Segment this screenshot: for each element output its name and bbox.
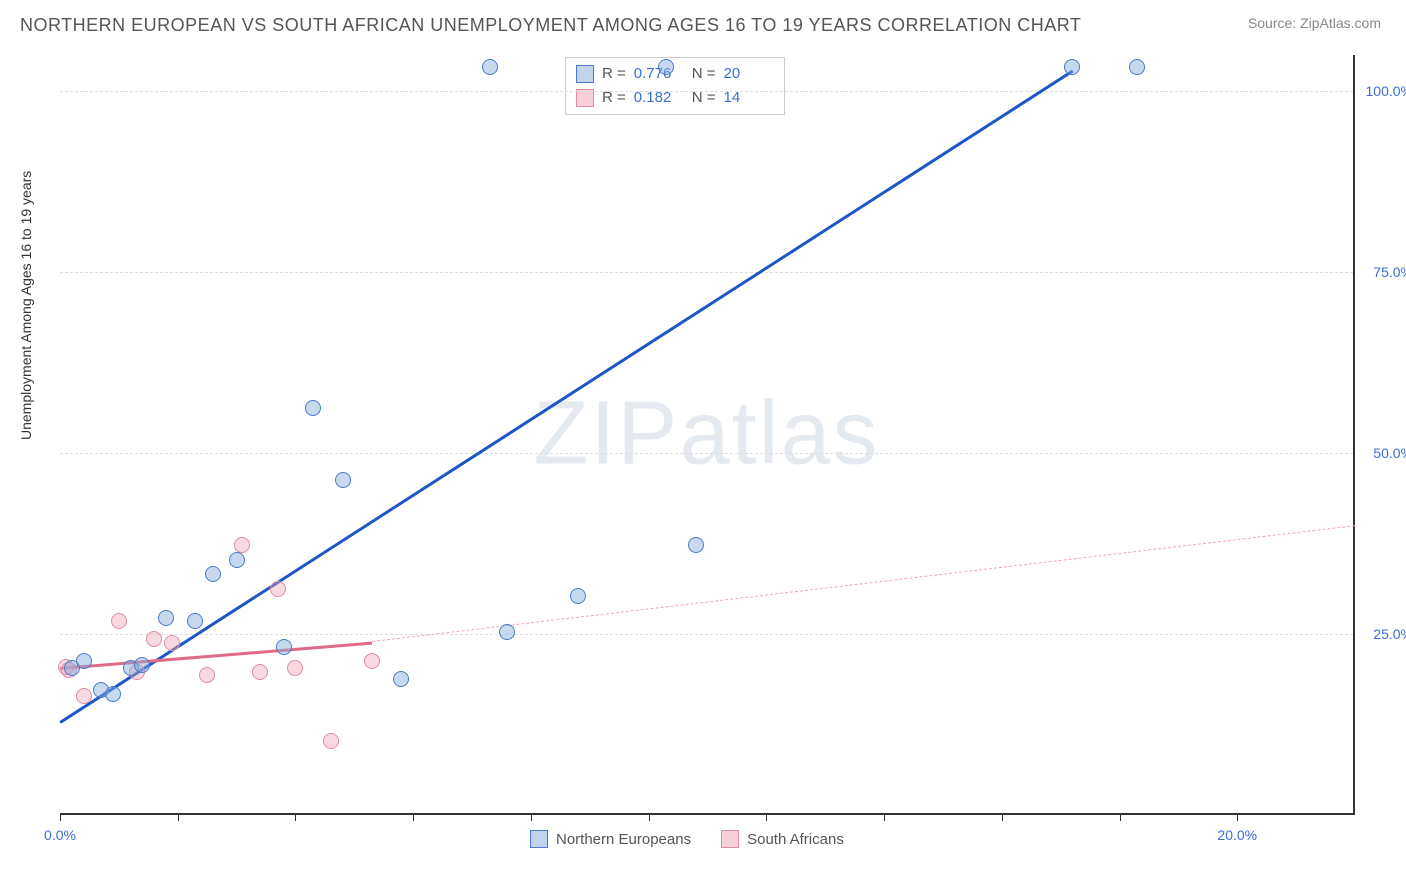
data-point-blue — [482, 59, 498, 75]
stat-r-label-2: R = — [602, 86, 626, 110]
legend-item-blue: Northern Europeans — [530, 830, 691, 848]
swatch-blue-icon — [576, 65, 594, 83]
stat-n-label-2: N = — [692, 86, 716, 110]
data-point-blue — [276, 639, 292, 655]
x-tick — [178, 813, 179, 821]
legend-blue-label: Northern Europeans — [556, 831, 691, 848]
data-point-pink — [270, 581, 286, 597]
trend-line-blue — [59, 70, 1073, 724]
data-point-pink — [364, 653, 380, 669]
stats-row-blue: R = 0.776 N = 20 — [576, 62, 774, 86]
stat-n-pink: 14 — [724, 86, 774, 110]
y-axis-label: Unemployment Among Ages 16 to 19 years — [18, 171, 34, 440]
x-tick — [60, 813, 61, 821]
data-point-pink — [199, 667, 215, 683]
trend-line-pink-dashed — [372, 525, 1355, 642]
x-tick-label: 20.0% — [1217, 827, 1257, 843]
legend-pink-label: South Africans — [747, 831, 844, 848]
x-tick-label: 0.0% — [44, 827, 76, 843]
gridline — [60, 634, 1353, 635]
data-point-pink — [164, 635, 180, 651]
x-tick — [413, 813, 414, 821]
watermark-bold: ZIP — [533, 384, 679, 484]
data-point-blue — [134, 657, 150, 673]
chart-title: NORTHERN EUROPEAN VS SOUTH AFRICAN UNEMP… — [20, 15, 1081, 36]
stats-row-pink: R = 0.182 N = 14 — [576, 86, 774, 110]
data-point-blue — [76, 653, 92, 669]
y-tick-label: 100.0% — [1366, 83, 1406, 99]
x-tick — [531, 813, 532, 821]
gridline — [60, 272, 1353, 273]
data-point-blue — [187, 613, 203, 629]
data-point-blue — [229, 552, 245, 568]
stat-r-pink: 0.182 — [634, 86, 684, 110]
data-point-pink — [287, 660, 303, 676]
x-tick — [1120, 813, 1121, 821]
x-tick — [1237, 813, 1238, 821]
data-point-blue — [335, 472, 351, 488]
watermark-light: atlas — [679, 384, 879, 484]
stat-n-blue: 20 — [724, 62, 774, 86]
data-point-blue — [1129, 59, 1145, 75]
data-point-blue — [658, 59, 674, 75]
data-point-blue — [393, 671, 409, 687]
data-point-pink — [252, 664, 268, 680]
gridline — [60, 91, 1353, 92]
y-tick-label: 75.0% — [1373, 264, 1406, 280]
data-point-pink — [111, 613, 127, 629]
y-tick-label: 25.0% — [1373, 626, 1406, 642]
data-point-pink — [76, 688, 92, 704]
legend-swatch-blue-icon — [530, 830, 548, 848]
stat-n-label: N = — [692, 62, 716, 86]
x-tick — [884, 813, 885, 821]
legend-item-pink: South Africans — [721, 830, 844, 848]
x-tick — [1002, 813, 1003, 821]
gridline — [60, 453, 1353, 454]
data-point-blue — [158, 610, 174, 626]
data-point-blue — [105, 686, 121, 702]
data-point-pink — [323, 733, 339, 749]
watermark: ZIPatlas — [533, 383, 879, 486]
plot-area: ZIPatlas R = 0.776 N = 20 R = 0.182 N = … — [60, 55, 1355, 815]
trend-line-pink — [60, 641, 372, 669]
bottom-legend: Northern Europeans South Africans — [530, 830, 844, 848]
data-point-blue — [570, 588, 586, 604]
data-point-blue — [205, 566, 221, 582]
x-tick — [649, 813, 650, 821]
data-point-pink — [146, 631, 162, 647]
x-tick — [295, 813, 296, 821]
data-point-blue — [1064, 59, 1080, 75]
y-tick-label: 50.0% — [1373, 445, 1406, 461]
data-point-blue — [688, 537, 704, 553]
data-point-blue — [499, 624, 515, 640]
stats-legend-box: R = 0.776 N = 20 R = 0.182 N = 14 — [565, 57, 785, 115]
source-label: Source: ZipAtlas.com — [1248, 15, 1381, 31]
legend-swatch-pink-icon — [721, 830, 739, 848]
data-point-blue — [305, 400, 321, 416]
stat-r-label: R = — [602, 62, 626, 86]
x-tick — [766, 813, 767, 821]
